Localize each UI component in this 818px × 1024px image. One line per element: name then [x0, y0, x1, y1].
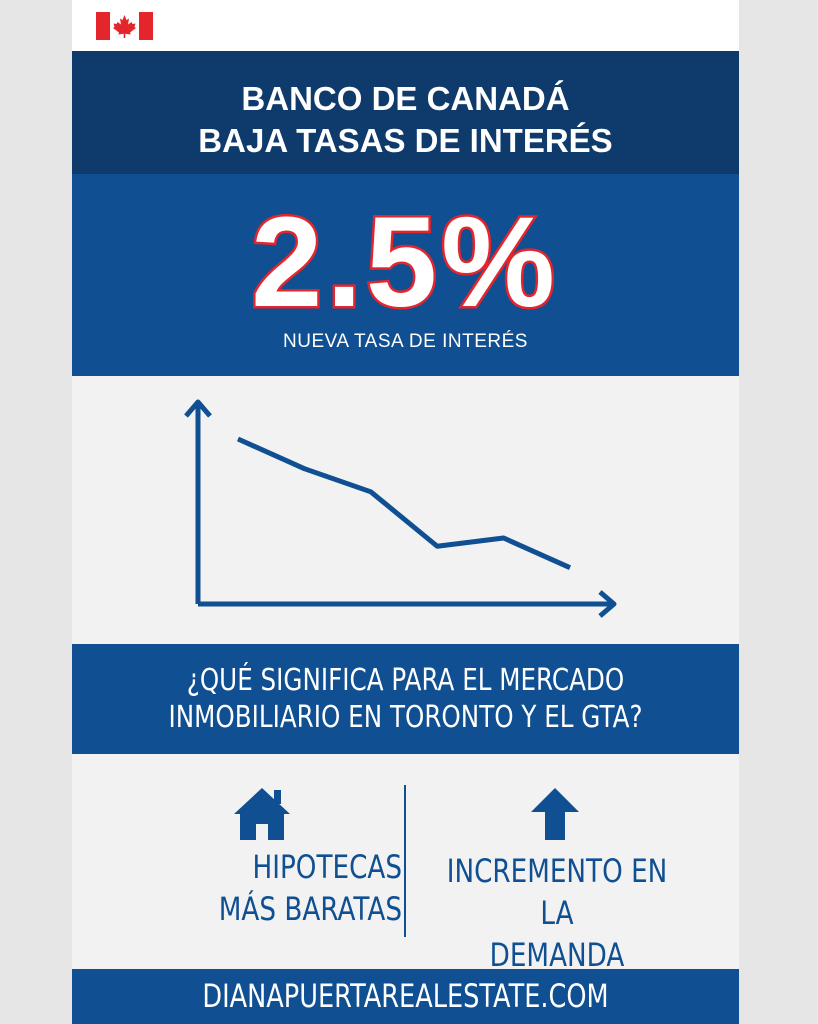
canada-flag-icon: [96, 12, 153, 40]
title-line-2: BAJA TASAS DE INTERÉS: [72, 120, 739, 162]
rate-value: 2.5%: [251, 191, 559, 324]
benefits-section: HIPOTECAS MÁS BARATAS INCREMENTO EN LA D…: [72, 754, 739, 969]
divider: [404, 785, 406, 937]
website-link[interactable]: DIANAPUERTAREALESTATE.COM: [139, 969, 673, 1024]
rate-label: NUEVA TASA DE INTERÉS: [72, 331, 739, 353]
rate-graphic: 2.5%: [72, 174, 739, 324]
series-line: [238, 439, 570, 568]
benefit-left-line-1: HIPOTECAS: [164, 846, 402, 888]
benefit-left-line-2: MÁS BARATAS: [164, 888, 402, 930]
line-chart: [72, 376, 739, 644]
benefit-cheaper-mortgages: HIPOTECAS MÁS BARATAS: [112, 846, 402, 930]
house-icon: [232, 786, 292, 842]
title-line-1: BANCO DE CANADÁ: [72, 78, 739, 120]
flag-bar: [72, 0, 739, 51]
footer: DIANAPUERTAREALESTATE.COM: [72, 969, 739, 1024]
chart-area: [72, 376, 739, 644]
question-block: ¿QUÉ SIGNIFICA PARA EL MERCADO INMOBILIA…: [72, 644, 739, 754]
question-line-1: ¿QUÉ SIGNIFICA PARA EL MERCADO: [132, 662, 679, 699]
question-line-2: INMOBILIARIO EN TORONTO Y EL GTA?: [132, 699, 679, 736]
benefit-right-line-1: INCREMENTO EN LA: [438, 850, 676, 934]
rate-block: 2.5% NUEVA TASA DE INTERÉS: [72, 174, 739, 376]
benefit-demand-increase: INCREMENTO EN LA DEMANDA: [412, 850, 702, 976]
up-arrow-icon: [529, 786, 581, 842]
title-block: BANCO DE CANADÁ BAJA TASAS DE INTERÉS: [72, 51, 739, 174]
infographic-card: BANCO DE CANADÁ BAJA TASAS DE INTERÉS 2.…: [72, 0, 739, 1024]
